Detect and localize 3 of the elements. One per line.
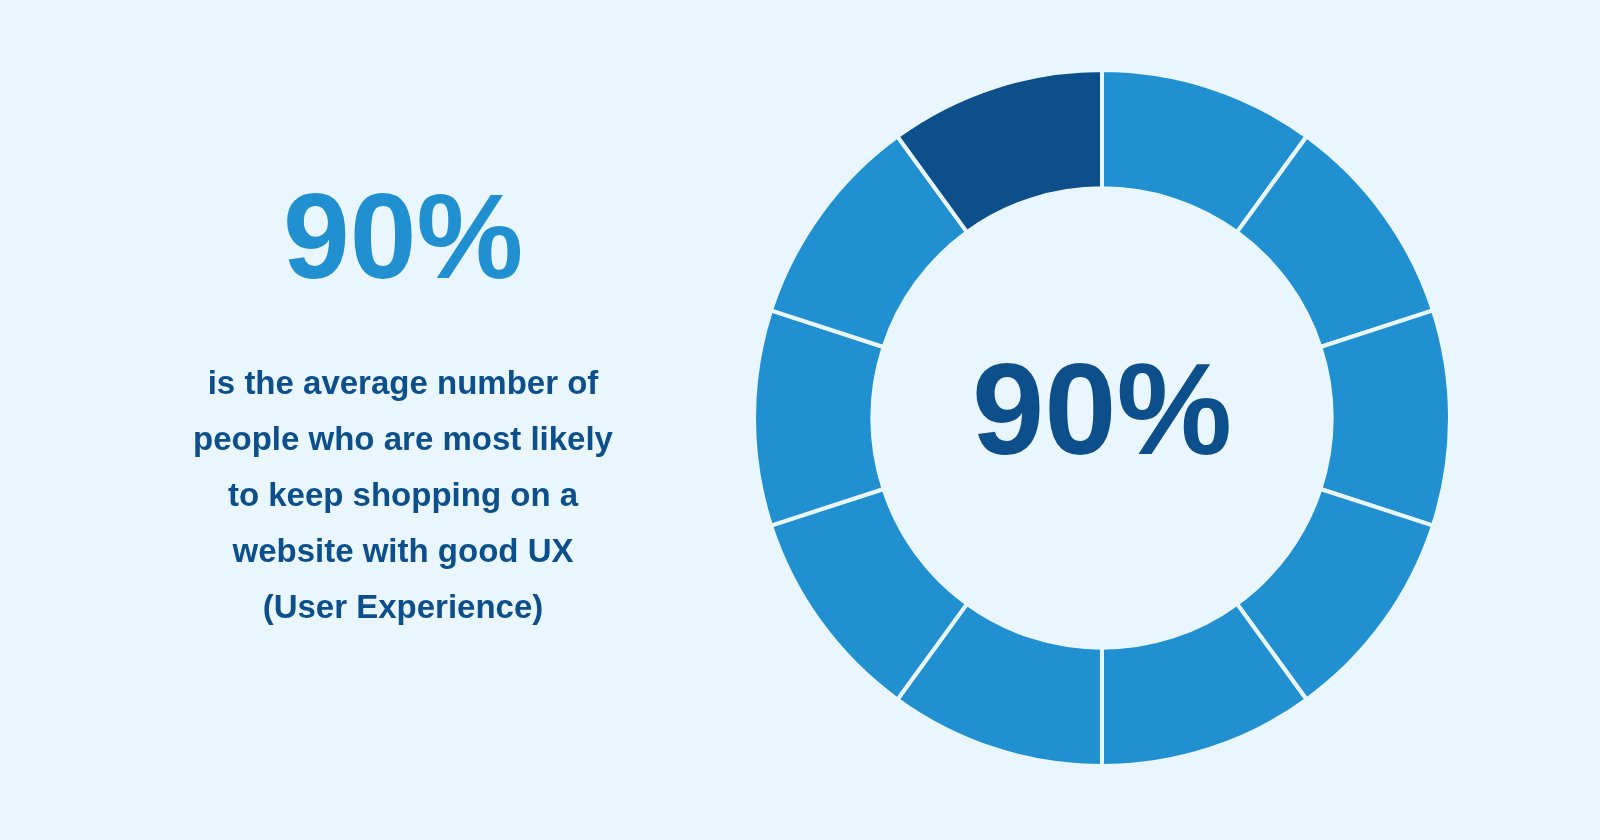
text: is the average number of people who are most likely to keep shopping on a website with good UX (User Experience)	[193, 363, 613, 627]
text: 90%	[281, 169, 525, 303]
text: 90%	[971, 335, 1233, 482]
